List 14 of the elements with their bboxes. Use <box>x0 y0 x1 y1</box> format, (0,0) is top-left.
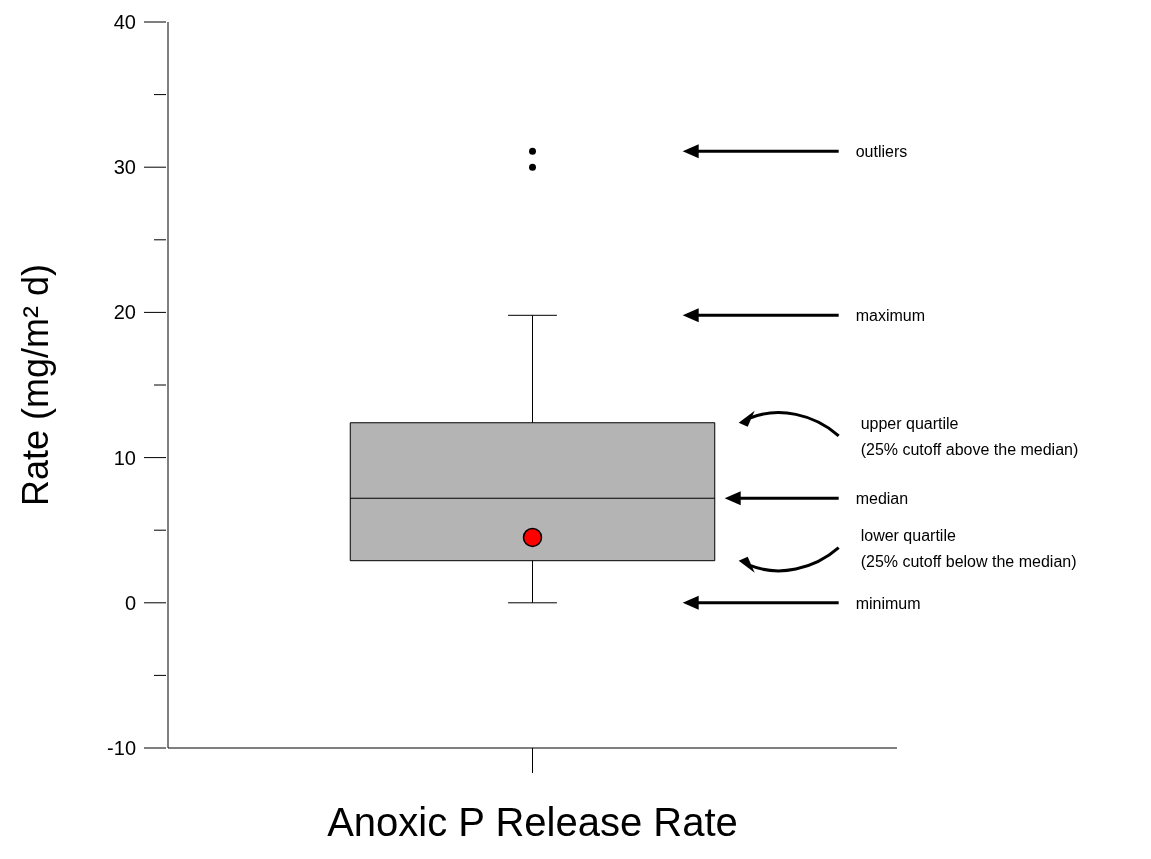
annotation: maximum <box>855 306 926 324</box>
y-tick-label: 0 <box>124 591 136 614</box>
y-tick-label: 40 <box>113 11 136 33</box>
annotation: median <box>855 489 909 507</box>
annotation: minimum <box>855 594 921 612</box>
annotation: lower quartile (25% cutoff below the median) <box>860 526 1077 570</box>
y-tick-label: 20 <box>113 301 136 324</box>
x-axis-title: Anoxic P Release Rate <box>327 800 738 844</box>
annotation: outliers <box>855 142 908 160</box>
annotation: upper quartile (25% cutoff above the median) <box>860 414 1079 458</box>
y-tick-label: 30 <box>113 156 136 179</box>
y-tick-label: 10 <box>113 446 136 469</box>
y-axis-title: Rate (mg/m² d) <box>14 263 56 507</box>
y-tick-label: -10 <box>107 737 136 759</box>
